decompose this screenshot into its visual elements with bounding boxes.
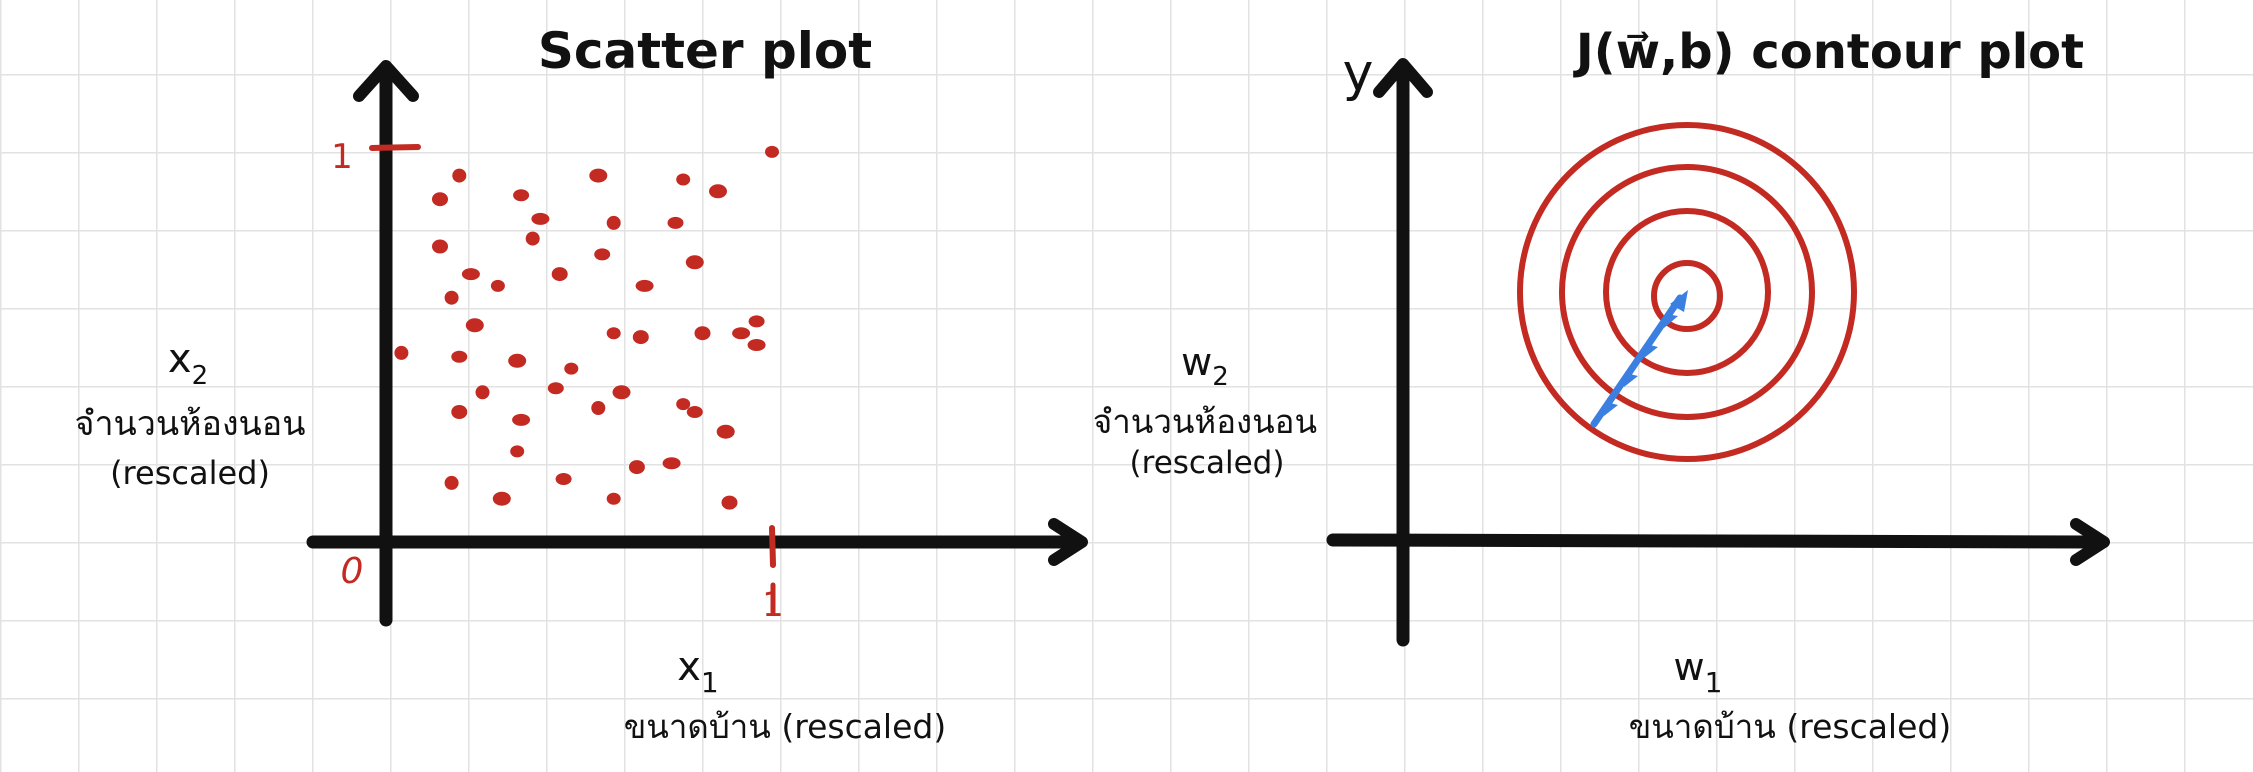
scatter-origin-label: 0 xyxy=(341,551,364,592)
scatter-point xyxy=(591,401,606,415)
scatter-y-tick-label: 1 xyxy=(331,137,353,177)
contour-y-axis-arrowhead xyxy=(1373,58,1433,98)
scatter-point xyxy=(635,279,654,292)
scatter-point xyxy=(444,475,459,490)
scatter-point xyxy=(452,168,467,183)
gradient-step-arrow-4 xyxy=(1664,314,1678,328)
scatter-x-desc: ขนาดบ้าน (rescaled) xyxy=(624,707,946,746)
contour-x-axis-arrowhead xyxy=(2070,518,2110,566)
contour-y-label: w2 xyxy=(1181,340,1229,392)
contour-y-desc-line1: จำนวนห้องนอน xyxy=(1093,402,1317,441)
contour-ring-4 xyxy=(1651,260,1723,332)
scatter-point xyxy=(709,184,727,199)
scatter-x-tick-1 xyxy=(769,525,776,568)
contour-y-desc-line2: (rescaled) xyxy=(1130,445,1285,481)
scatter-y-desc-line1: จำนวนห้องนอน xyxy=(75,404,306,444)
scatter-point xyxy=(676,173,691,186)
scatter-point xyxy=(513,189,530,202)
scatter-point xyxy=(547,382,564,395)
scatter-point xyxy=(686,406,703,418)
scatter-y-axis-arrowhead xyxy=(353,60,419,102)
scatter-point xyxy=(606,215,621,230)
scatter-point xyxy=(451,405,468,419)
scatter-point xyxy=(531,212,550,225)
scatter-point xyxy=(444,290,459,305)
scatter-point xyxy=(606,327,621,340)
scatter-y-tick-1 xyxy=(369,144,421,151)
scatter-point xyxy=(716,424,735,439)
scatter-point xyxy=(732,327,751,340)
scatter-point xyxy=(451,350,468,363)
scatter-point xyxy=(492,491,511,506)
scatter-x-tick-label: 1 xyxy=(762,585,784,625)
scatter-point xyxy=(612,385,631,400)
scatter-point xyxy=(667,216,684,229)
scatter-point xyxy=(589,168,608,183)
scatter-point xyxy=(475,385,490,400)
contour-x-axis-line xyxy=(1326,533,2105,549)
contour-title: J(w⃗,b) contour plot xyxy=(1573,24,2084,80)
scatter-point xyxy=(606,492,621,505)
gradient-step-arrow-1 xyxy=(1604,402,1618,416)
scatter-point xyxy=(512,413,531,426)
scatter-point xyxy=(721,495,738,510)
scatter-point xyxy=(490,279,505,292)
scatter-point xyxy=(676,398,691,411)
scatter-y-label: x2 xyxy=(168,336,208,391)
scatter-point xyxy=(551,267,568,282)
scatter-point xyxy=(748,315,765,328)
scatter-title: Scatter plot xyxy=(538,22,872,80)
scatter-y-desc-line2: (rescaled) xyxy=(110,454,270,492)
scatter-point xyxy=(747,339,766,351)
gradient-step-arrow-2 xyxy=(1624,373,1638,387)
scatter-point xyxy=(564,362,579,375)
scatter-plot: Scatter plot 1 1 0 x2 จำนวนห้องนอน (resc… xyxy=(75,22,1088,746)
scatter-points-layer xyxy=(394,145,779,510)
contour-ring-2 xyxy=(1559,164,1815,420)
scatter-point xyxy=(510,445,525,458)
scatter-point xyxy=(432,192,448,207)
scatter-point xyxy=(662,457,681,470)
contour-ring-3 xyxy=(1603,208,1771,376)
gradient-step-arrow-3 xyxy=(1644,344,1658,358)
contour-plot: J(w⃗,b) contour plot y w2 จำนวนห้องนอน (… xyxy=(1093,24,2110,746)
scatter-point xyxy=(632,330,649,345)
scatter-point xyxy=(461,268,480,281)
scatter-x-axis-arrowhead xyxy=(1048,518,1088,566)
scatter-point xyxy=(394,345,409,360)
scatter-point xyxy=(765,145,779,158)
scatter-point xyxy=(508,353,527,368)
contour-x-label: w1 xyxy=(1674,645,1723,699)
scatter-point xyxy=(465,318,484,333)
scatter-x-label: x1 xyxy=(677,644,719,699)
contour-x-desc: ขนาดบ้าน (rescaled) xyxy=(1629,707,1951,746)
scatter-point xyxy=(432,239,448,254)
scatter-point xyxy=(594,248,611,261)
scatter-point xyxy=(694,326,711,341)
contour-y-axis-label: y xyxy=(1343,43,1374,103)
contour-ring-1 xyxy=(1517,122,1857,462)
scatter-point xyxy=(525,231,540,246)
scatter-point xyxy=(628,460,645,475)
gradient-end-arrowhead xyxy=(1670,290,1688,312)
scatter-point xyxy=(685,255,704,270)
scatter-point xyxy=(555,473,572,485)
